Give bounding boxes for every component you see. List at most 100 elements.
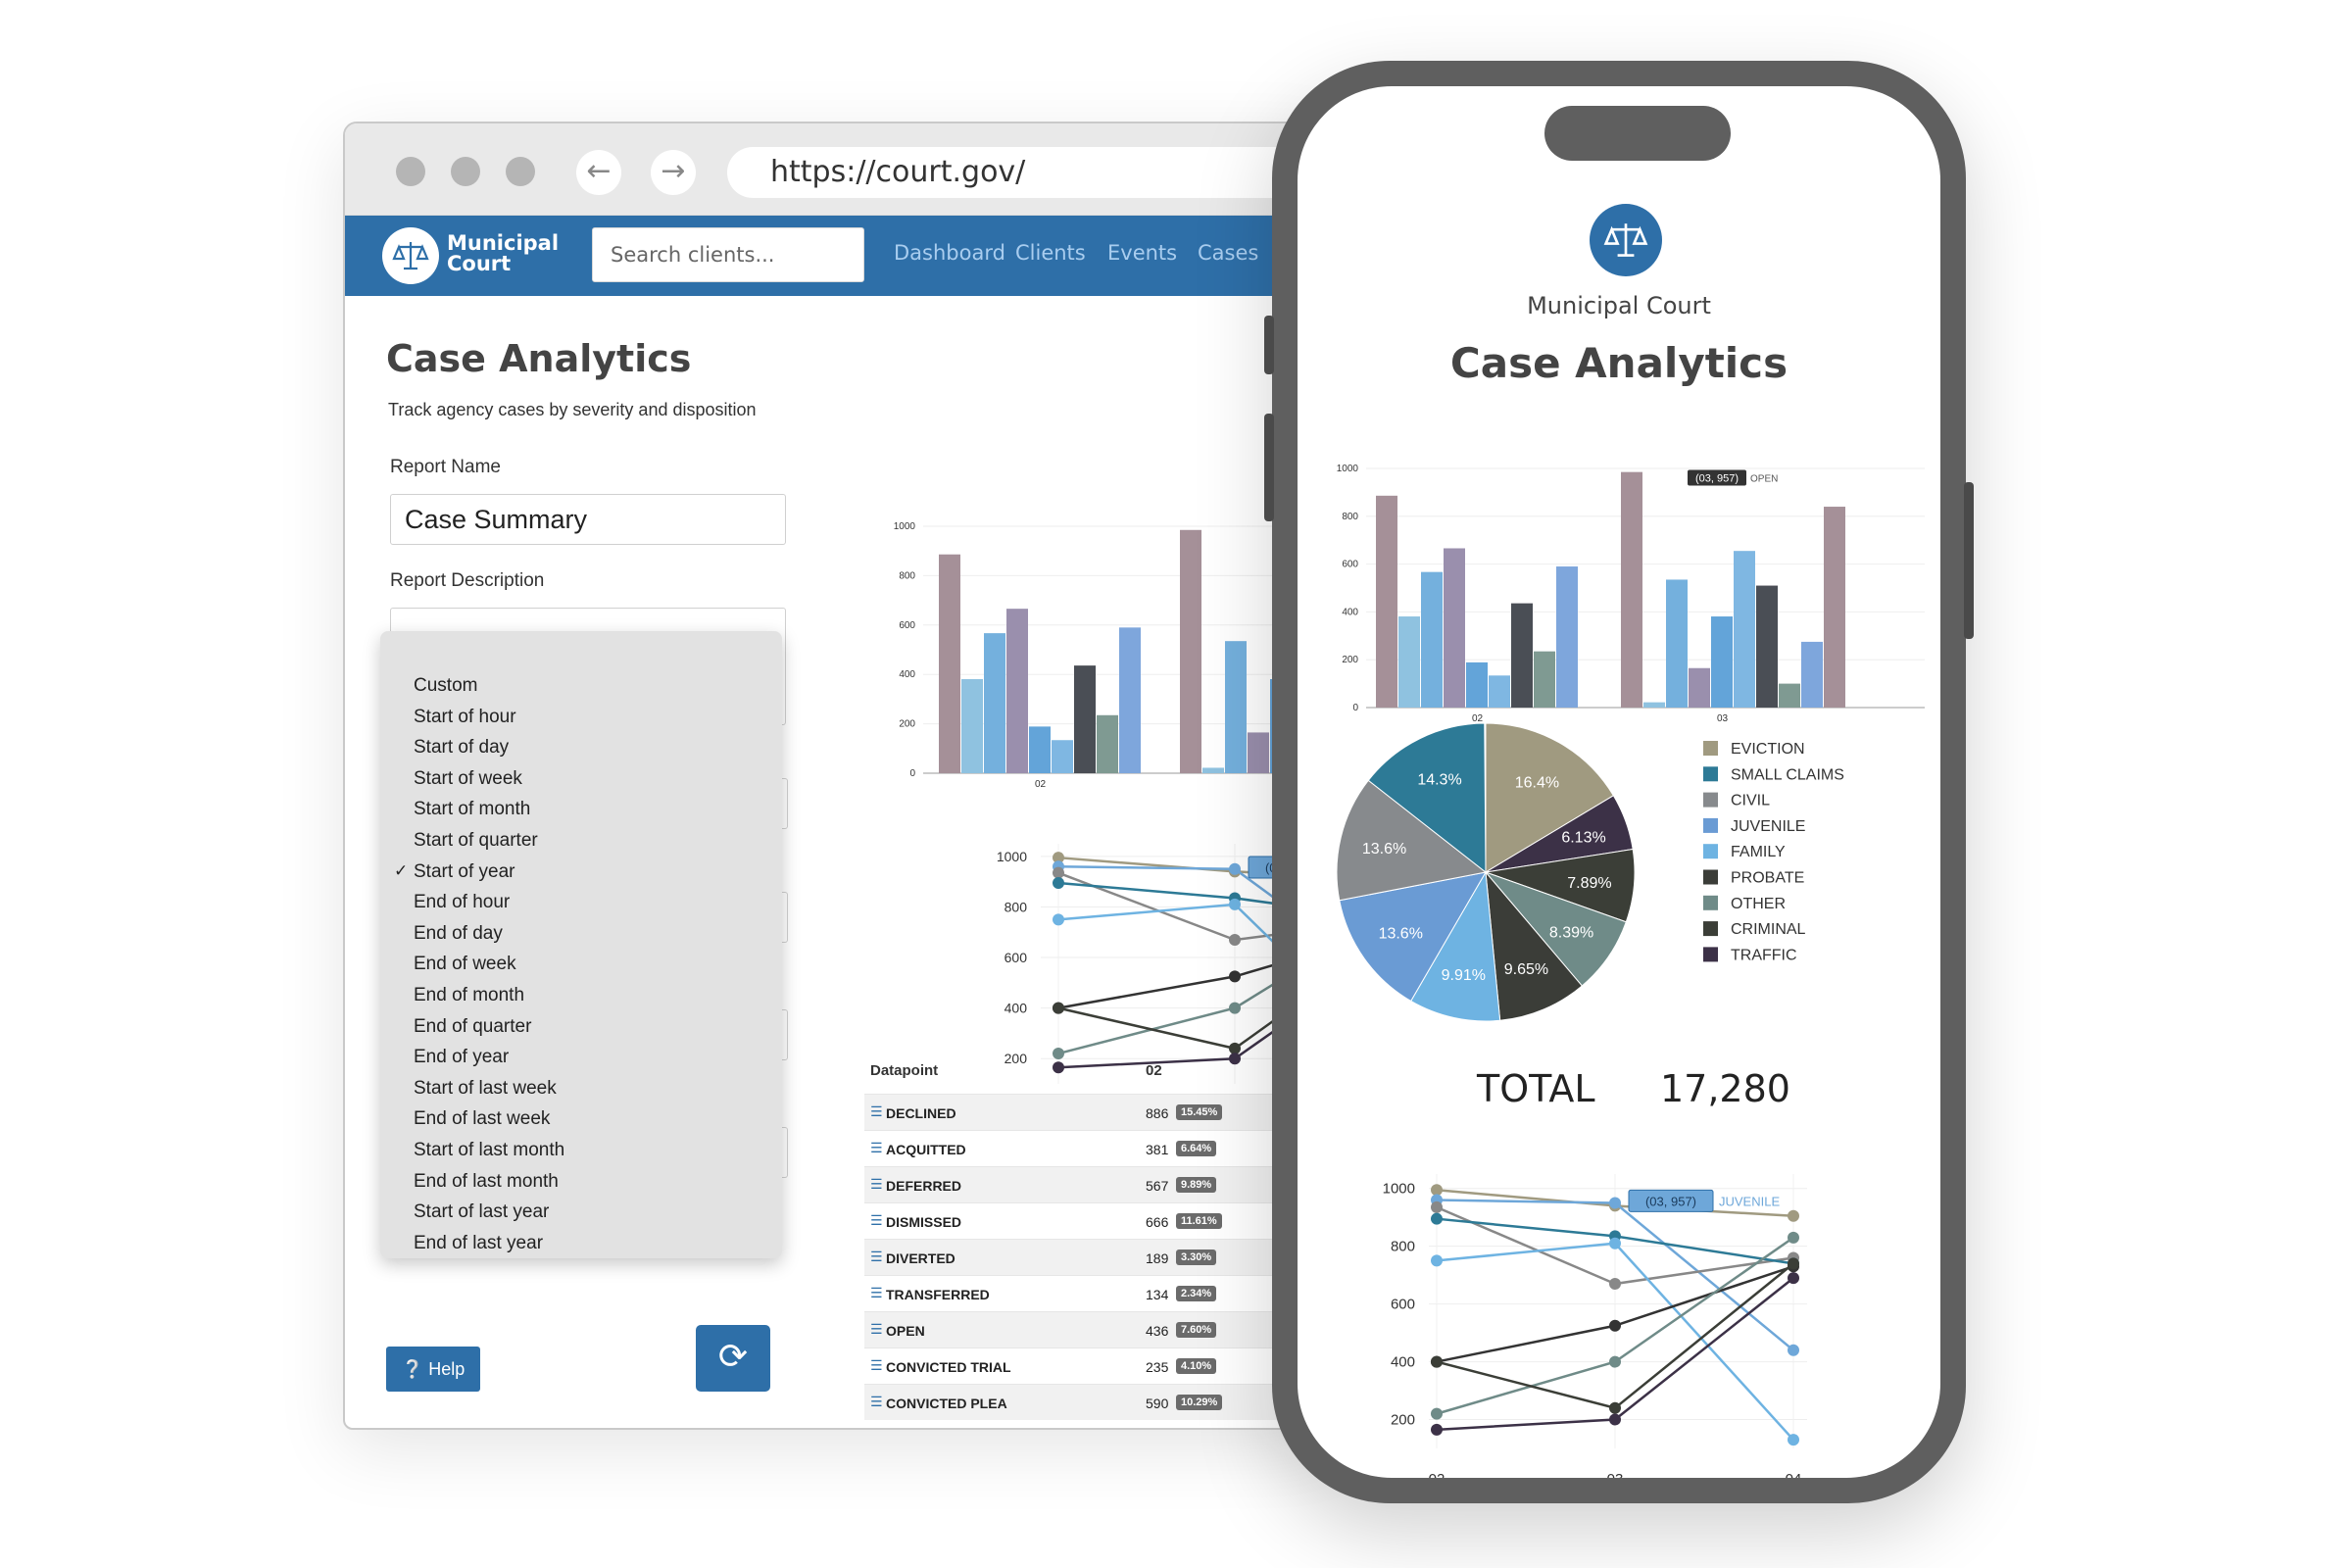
pie-label: 7.89% [1567, 875, 1611, 892]
legend-swatch [1703, 921, 1718, 937]
legend-swatch [1703, 792, 1718, 808]
row-value: 189 [1146, 1250, 1169, 1266]
search-input[interactable] [592, 227, 864, 282]
dropdown-option[interactable]: Start of day [380, 732, 782, 763]
arrow-left-icon[interactable]: ← [576, 150, 621, 195]
series-point [1609, 1197, 1621, 1209]
option-label: End of week [414, 954, 516, 975]
dropdown-option[interactable]: End of last year [380, 1228, 782, 1259]
question-chat-icon: ❔ [401, 1359, 424, 1379]
row-percent-badge: 15.45% [1176, 1104, 1223, 1120]
bar [1711, 616, 1733, 708]
pie-label: 8.39% [1549, 924, 1593, 941]
table-row[interactable]: ☰ DEFERRED 567 9.89% [864, 1166, 1331, 1202]
nav-dashboard[interactable]: Dashboard [894, 241, 1005, 265]
series-point [1053, 1048, 1064, 1060]
dropdown-option[interactable]: Start of hour [380, 702, 782, 733]
dropdown-option[interactable]: Start of quarter [380, 825, 782, 857]
x-tick-label: 04 [1786, 1471, 1802, 1478]
window-minimize-dot[interactable] [451, 157, 480, 186]
x-tick-label: 02 [1472, 713, 1484, 724]
y-tick-label: 400 [899, 669, 915, 680]
date-anchor-dropdown: Custom Start of hour Start of day Start … [380, 631, 782, 1258]
select-edge[interactable] [776, 1127, 788, 1178]
dropdown-option[interactable]: End of year [380, 1042, 782, 1073]
table-row[interactable]: ☰ DIVERTED 189 3.30% [864, 1239, 1331, 1275]
legend-label: OTHER [1731, 896, 1786, 912]
dropdown-option[interactable]: Start of last month [380, 1135, 782, 1166]
dropdown-option[interactable]: Start of last week [380, 1073, 782, 1104]
dropdown-option[interactable]: End of hour [380, 887, 782, 918]
table-row[interactable]: ☰ DECLINED 886 15.45% [864, 1094, 1331, 1130]
option-label: Start of year [414, 860, 515, 882]
dropdown-option[interactable]: End of last week [380, 1103, 782, 1135]
y-tick-label: 600 [1342, 560, 1358, 570]
option-label: Start of hour [414, 706, 516, 727]
url-bar[interactable]: https://court.gov/ [727, 147, 1331, 198]
tooltip-series: JUVENILE [1719, 1194, 1780, 1208]
y-tick-label: 1000 [1383, 1181, 1415, 1198]
bar [1534, 651, 1555, 708]
dropdown-option[interactable]: End of quarter [380, 1011, 782, 1043]
help-button[interactable]: ❔ Help [386, 1347, 480, 1392]
bar [961, 678, 983, 773]
series-point [1609, 1319, 1621, 1332]
window-close-dot[interactable] [396, 157, 425, 186]
option-label: Start of week [414, 767, 522, 789]
scales-of-justice-icon[interactable] [1590, 204, 1662, 276]
table-row[interactable]: ☰ TRANSFERRED 134 2.34% [864, 1275, 1331, 1311]
table-row[interactable]: ☰ OPEN 436 7.60% [864, 1311, 1331, 1348]
select-edge[interactable] [776, 778, 788, 829]
legend-swatch [1703, 741, 1718, 756]
dropdown-option[interactable]: Start of last year [380, 1197, 782, 1228]
legend-label: SMALL CLAIMS [1731, 766, 1844, 783]
row-label: DIVERTED [886, 1250, 956, 1266]
table-row[interactable]: ☰ DISMISSED 666 11.61% [864, 1202, 1331, 1239]
bar [1097, 714, 1118, 773]
series-point [1053, 876, 1064, 889]
dropdown-option[interactable]: End of month [380, 980, 782, 1011]
report-name-input[interactable]: Case Summary [390, 494, 786, 545]
table-row[interactable]: ☰ CONVICTED TRIAL 235 4.10% [864, 1348, 1331, 1384]
phone-power-button [1964, 482, 1974, 639]
x-tick-label: 03 [1607, 1471, 1624, 1478]
option-label: Custom [414, 675, 478, 696]
nav-events[interactable]: Events [1107, 241, 1178, 265]
y-tick-label: 800 [1391, 1239, 1415, 1255]
dropdown-option[interactable]: Custom [380, 670, 782, 702]
brand-name[interactable]: Municipal Court [447, 233, 559, 274]
pie-label: 13.6% [1362, 841, 1406, 858]
browser-toolbar: ← → https://court.gov/ [345, 123, 1331, 216]
legend-label: EVICTION [1731, 741, 1805, 758]
table-row[interactable]: ☰ ACQUITTED 381 6.64% [864, 1130, 1331, 1166]
row-value: 590 [1146, 1396, 1169, 1411]
dropdown-option[interactable]: End of day [380, 918, 782, 950]
refresh-button[interactable]: ⟳ [696, 1325, 770, 1392]
dropdown-option[interactable]: End of last month [380, 1166, 782, 1198]
dropdown-option-selected[interactable]: ✓ Start of year [380, 857, 782, 888]
dropdown-option[interactable]: End of week [380, 949, 782, 980]
table-row[interactable]: ☰ CONVICTED PLEA 590 10.29% [864, 1384, 1331, 1420]
row-label: DECLINED [886, 1105, 956, 1121]
nav-clients[interactable]: Clients [1015, 241, 1086, 265]
y-tick-label: 200 [1004, 1051, 1028, 1066]
bar [1643, 702, 1665, 708]
option-label: End of month [414, 984, 525, 1005]
y-tick-label: 800 [1342, 512, 1358, 522]
arrow-right-icon[interactable]: → [651, 150, 696, 195]
pie-label: 16.4% [1515, 774, 1559, 791]
select-edge[interactable] [776, 892, 788, 943]
select-edge[interactable] [776, 1009, 788, 1060]
tooltip-series: OPEN [1750, 473, 1778, 484]
series-point [1053, 913, 1064, 926]
bar [1489, 675, 1510, 708]
row-value: 436 [1146, 1323, 1169, 1339]
dropdown-option[interactable]: Start of week [380, 763, 782, 795]
nav-cases[interactable]: Cases [1198, 241, 1259, 265]
window-maximize-dot[interactable] [506, 157, 535, 186]
series-point [1609, 1278, 1621, 1290]
dropdown-option[interactable]: Start of month [380, 794, 782, 825]
legend-label: CRIMINAL [1731, 921, 1806, 938]
pie-slice [1485, 870, 1583, 1021]
scales-of-justice-icon[interactable] [382, 227, 439, 284]
